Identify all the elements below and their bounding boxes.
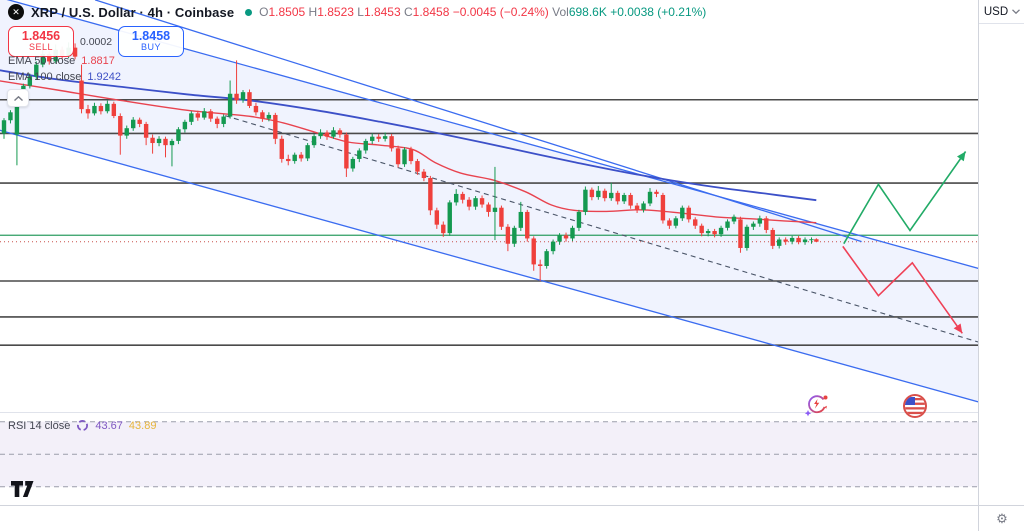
tradingview-logo[interactable]	[10, 480, 36, 503]
high-value: 1.8523	[317, 5, 354, 19]
close-value: 1.8458	[412, 5, 450, 19]
market-open-dot-icon	[245, 8, 253, 16]
ema50-value: 1.8817	[81, 55, 115, 67]
buy-button[interactable]: 1.8458 BUY	[118, 26, 184, 57]
order-panel: 1.8456 SELL 0.0002 1.8458 BUY	[8, 26, 184, 57]
rsi-refresh-icon	[77, 420, 89, 431]
ohlc-row: O1.8505 H1.8523 L1.8453 C1.8458 −0.0045 …	[259, 5, 707, 19]
ema100-label: EMA 100 close	[8, 71, 82, 83]
currency-selector[interactable]: USD	[979, 0, 1024, 24]
axis-settings-cell[interactable]: ⚙	[979, 505, 1024, 531]
ema50-legend[interactable]: EMA 50 close 1.8817	[8, 55, 115, 67]
volume-value: 698.6K	[568, 5, 607, 19]
collapse-pane-button[interactable]	[7, 89, 29, 107]
low-value: 1.8453	[363, 5, 401, 19]
usa-flag-sticker[interactable]	[902, 393, 928, 424]
rsi-ma-value: 43.89	[128, 419, 157, 432]
symbol-title[interactable]: XRP / U.S. Dollar · 4h · Coinbase	[31, 4, 235, 20]
gear-icon: ⚙	[996, 511, 1008, 526]
ema50-label: EMA 50 close	[8, 55, 76, 67]
change-value: −0.0045 (−0.24%)	[452, 5, 549, 19]
price-pane	[0, 0, 978, 403]
rsi-pane	[0, 421, 978, 488]
volume-change-value: +0.0038 (+0.21%)	[610, 5, 707, 19]
red-dot-icon	[823, 395, 828, 400]
chevron-down-icon	[1012, 9, 1021, 14]
lightning-bolt-icon	[814, 399, 820, 409]
open-value: 1.8505	[268, 5, 306, 19]
currency-label: USD	[983, 5, 1009, 18]
ai-refresh-sticker[interactable]	[803, 392, 830, 424]
sell-button[interactable]: 1.8456 SELL	[8, 26, 74, 57]
price-axis[interactable]: USD ⚙	[978, 0, 1024, 531]
ema100-value: 1.9242	[87, 71, 122, 83]
rsi-label: RSI 14 close	[8, 419, 71, 432]
chart-header: ✕ XRP / U.S. Dollar · 4h · Coinbase O1.8…	[8, 3, 706, 21]
spread-value: 0.0002	[79, 35, 113, 48]
ema100-legend[interactable]: EMA 100 close 1.9242	[8, 71, 121, 83]
rsi-value: 43.67	[95, 419, 123, 432]
chevron-up-icon	[13, 95, 23, 101]
xrp-logo-icon[interactable]: ✕	[8, 4, 24, 20]
time-axis[interactable]	[0, 505, 978, 531]
rsi-legend[interactable]: RSI 14 close 43.67 43.89	[8, 419, 156, 432]
sparkle-icon	[804, 410, 812, 417]
